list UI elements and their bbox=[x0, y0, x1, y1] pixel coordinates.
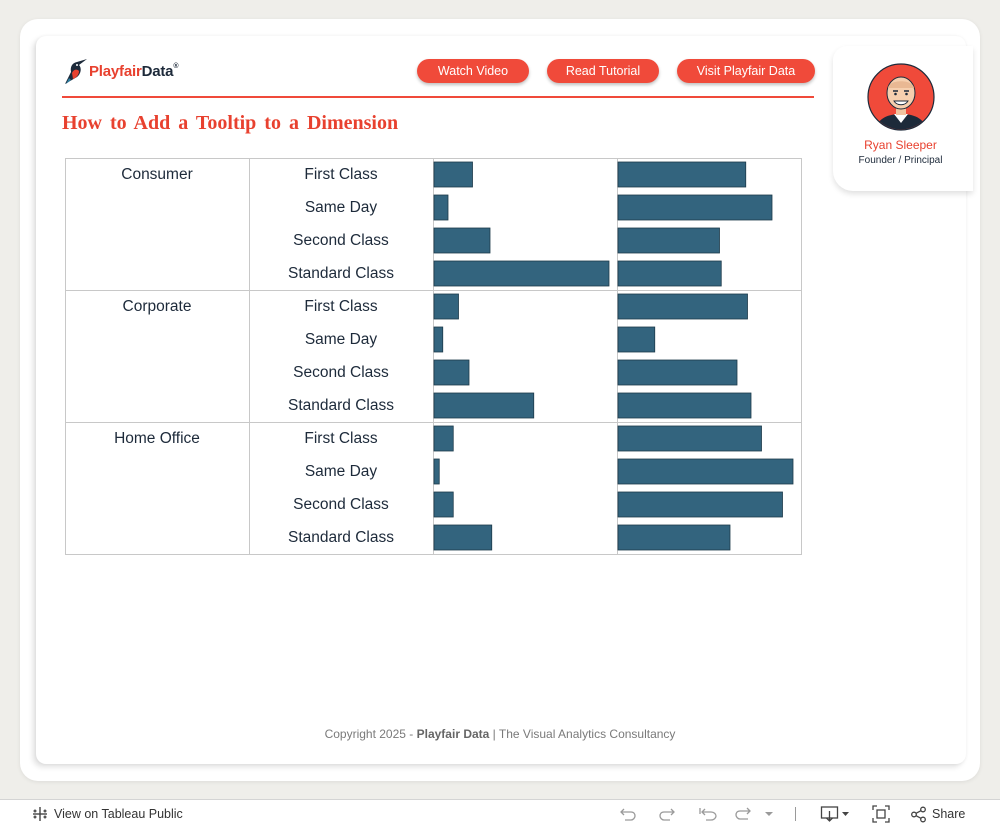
download-icon[interactable] bbox=[820, 805, 850, 823]
chevron-down-icon[interactable] bbox=[764, 805, 774, 823]
bar-2-consumer-same-day[interactable] bbox=[617, 194, 773, 221]
redo-icon[interactable] bbox=[658, 805, 676, 823]
bar-1-consumer-standard-class[interactable] bbox=[433, 260, 610, 287]
bar-1-corporate-same-day[interactable] bbox=[433, 326, 444, 353]
read-tutorial-button[interactable]: Read Tutorial bbox=[547, 59, 659, 83]
ship-mode-label[interactable]: Standard Class bbox=[288, 529, 394, 546]
bar-2-corporate-first-class[interactable] bbox=[617, 293, 748, 320]
bar-2-corporate-standard-class[interactable] bbox=[617, 392, 752, 419]
segment-label[interactable]: Home Office bbox=[114, 430, 200, 447]
tableau-toolbar: View on Tableau Public Share bbox=[0, 799, 1000, 827]
ship-mode-label[interactable]: Same Day bbox=[304, 331, 378, 348]
playfair-data-logo[interactable]: PlayfairData® bbox=[62, 57, 178, 85]
ship-mode-label[interactable]: First Class bbox=[304, 298, 378, 315]
bar-2-consumer-first-class[interactable] bbox=[617, 161, 747, 188]
ship-mode-label[interactable]: Second Class bbox=[293, 232, 389, 249]
bar-1-home-office-standard-class[interactable] bbox=[433, 524, 493, 551]
bar-1-corporate-standard-class[interactable] bbox=[433, 392, 535, 419]
copyright-footer: Copyright 2025 - Playfair Data | The Vis… bbox=[324, 727, 676, 741]
bar-2-corporate-same-day[interactable] bbox=[617, 326, 656, 353]
bar-1-consumer-same-day[interactable] bbox=[433, 194, 449, 221]
avatar bbox=[867, 63, 935, 131]
bar-2-consumer-second-class[interactable] bbox=[617, 227, 720, 254]
profile-name: Ryan Sleeper bbox=[864, 138, 937, 152]
bar-1-consumer-first-class[interactable] bbox=[433, 161, 473, 188]
share-button[interactable]: Share bbox=[910, 805, 965, 823]
bar-1-consumer-second-class[interactable] bbox=[433, 227, 491, 254]
bar-1-home-office-first-class[interactable] bbox=[433, 425, 454, 452]
visit-playfair-data-button[interactable]: Visit Playfair Data bbox=[677, 59, 815, 83]
ship-mode-label[interactable]: Second Class bbox=[293, 496, 389, 513]
page-title: How to Add a Tooltip to a Dimension bbox=[62, 112, 399, 134]
segment-label[interactable]: Consumer bbox=[121, 166, 193, 183]
bar-2-home-office-second-class[interactable] bbox=[617, 491, 783, 518]
ship-mode-label[interactable]: Same Day bbox=[304, 463, 378, 480]
undo-icon[interactable] bbox=[619, 805, 637, 823]
fullscreen-icon[interactable] bbox=[872, 805, 890, 823]
view-on-tableau-public-link[interactable]: View on Tableau Public bbox=[32, 806, 183, 822]
bar-2-corporate-second-class[interactable] bbox=[617, 359, 738, 386]
ship-mode-label[interactable]: Standard Class bbox=[288, 397, 394, 414]
bar-1-corporate-second-class[interactable] bbox=[433, 359, 470, 386]
bar-2-home-office-same-day[interactable] bbox=[617, 458, 794, 485]
ship-mode-label[interactable]: Second Class bbox=[293, 364, 389, 381]
revert-icon[interactable] bbox=[698, 805, 718, 823]
toolbar-separator bbox=[795, 807, 796, 821]
bar-2-home-office-first-class[interactable] bbox=[617, 425, 762, 452]
bar-2-consumer-standard-class[interactable] bbox=[617, 260, 722, 287]
kingfisher-bird-icon bbox=[65, 59, 87, 84]
copyright-brand[interactable]: Playfair Data bbox=[416, 727, 490, 741]
bar-1-home-office-same-day[interactable] bbox=[433, 458, 440, 485]
share-icon bbox=[911, 806, 926, 822]
ship-mode-label[interactable]: First Class bbox=[304, 166, 378, 183]
watch-video-button[interactable]: Watch Video bbox=[417, 59, 529, 83]
segment-label[interactable]: Corporate bbox=[122, 298, 192, 315]
bar-1-corporate-first-class[interactable] bbox=[433, 293, 459, 320]
header-divider bbox=[62, 96, 814, 98]
bar-2-home-office-standard-class[interactable] bbox=[617, 524, 731, 551]
tableau-logo-icon bbox=[33, 807, 47, 821]
logo-wordmark: PlayfairData® bbox=[89, 62, 179, 80]
bar-1-home-office-second-class[interactable] bbox=[433, 491, 454, 518]
refresh-icon[interactable] bbox=[734, 805, 754, 823]
profile-card[interactable]: Ryan Sleeper Founder / Principal bbox=[833, 46, 973, 191]
profile-role: Founder / Principal bbox=[858, 155, 943, 166]
ship-mode-label[interactable]: Standard Class bbox=[288, 265, 394, 282]
ship-mode-label[interactable]: First Class bbox=[304, 430, 378, 447]
ship-mode-label[interactable]: Same Day bbox=[304, 199, 378, 216]
